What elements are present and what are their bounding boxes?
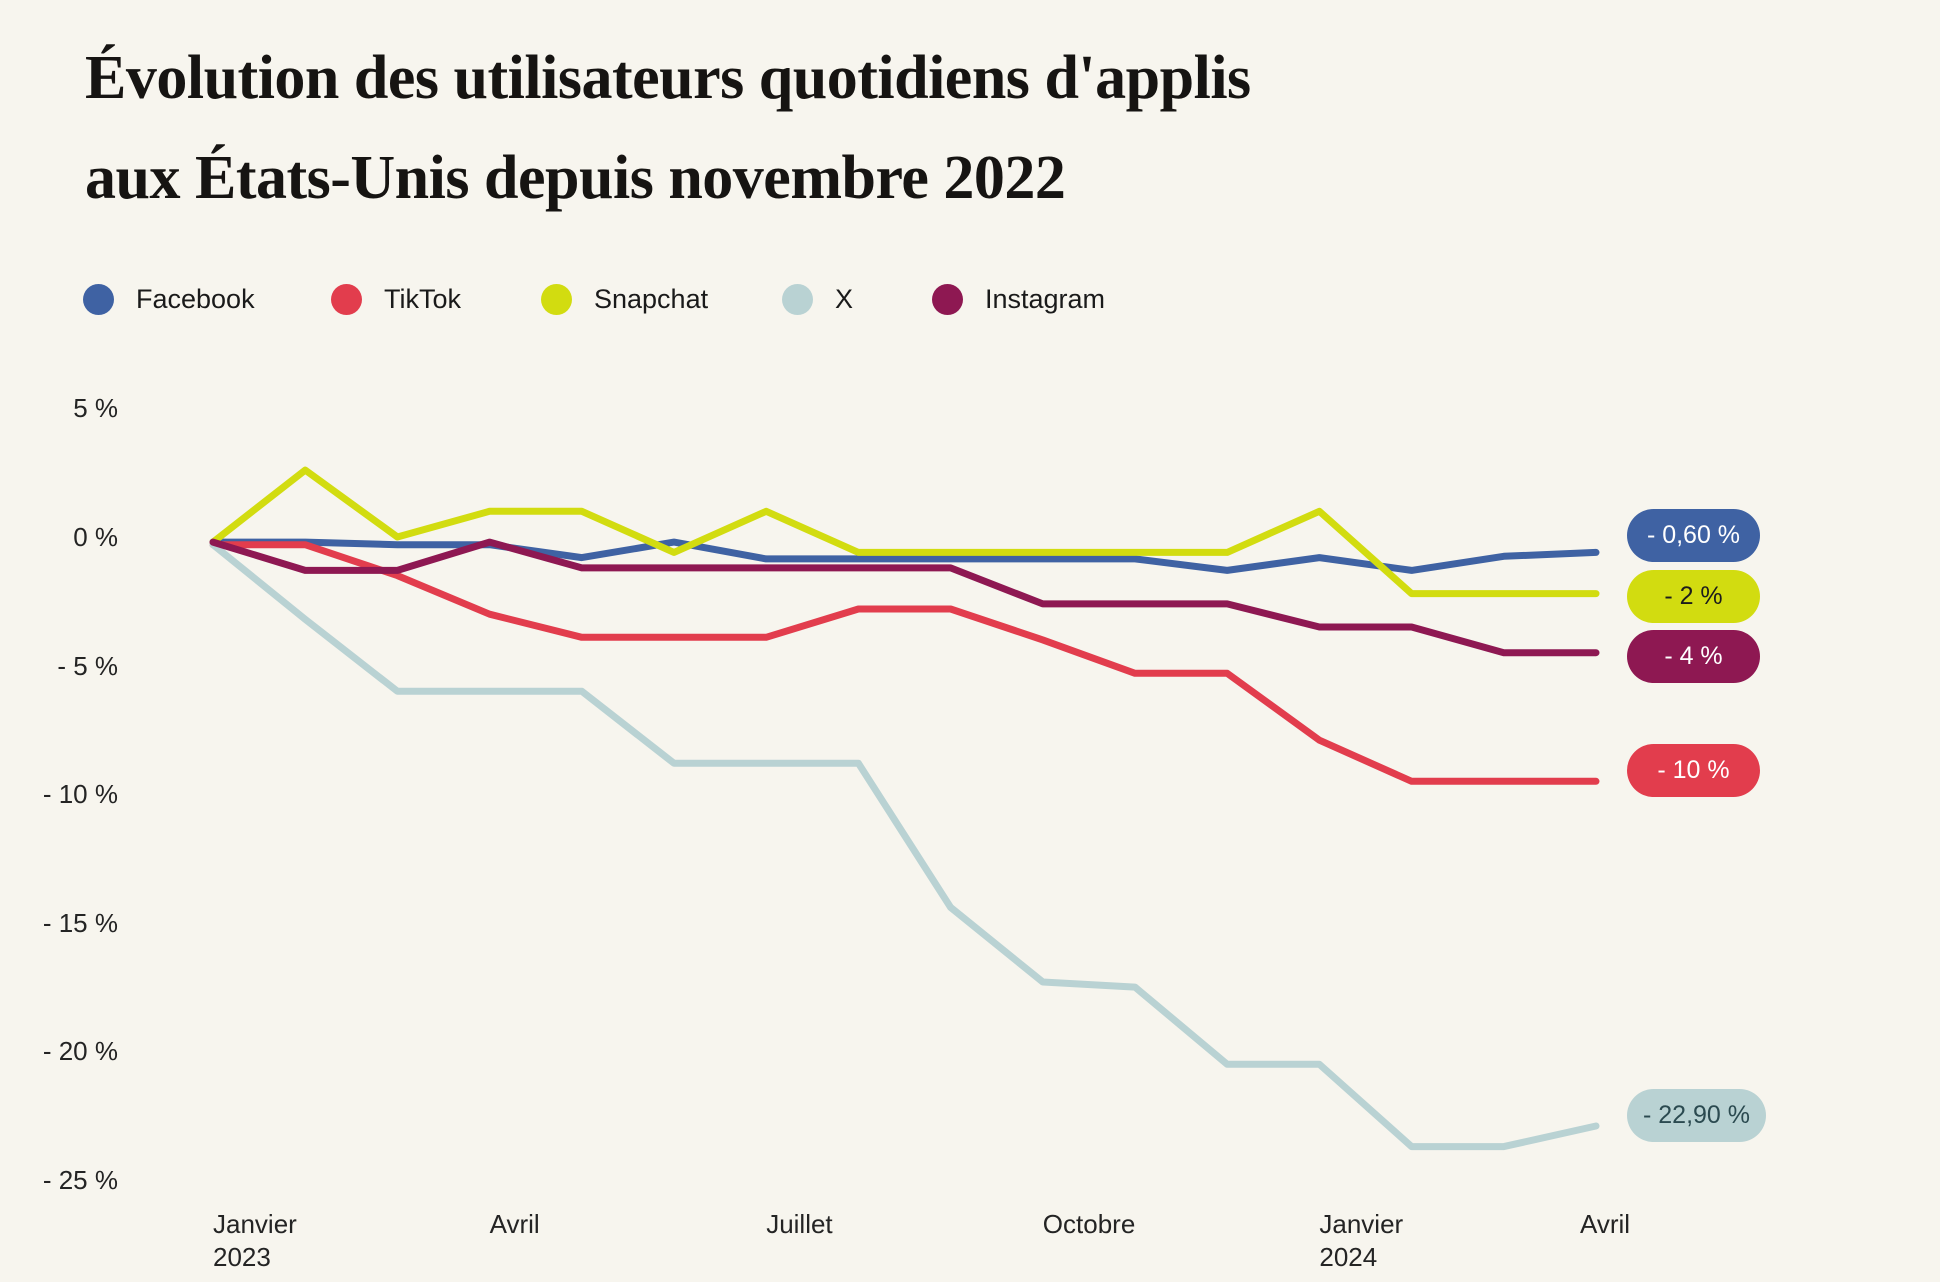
legend-dot-instagram xyxy=(932,283,963,315)
y-tick-label: - 10 % xyxy=(42,779,118,810)
end-value-badge-snapchat: - 2 % xyxy=(1627,569,1760,623)
y-tick-label: 0 % xyxy=(73,522,118,552)
series-line-facebook[interactable] xyxy=(209,538,1600,574)
legend-label: X xyxy=(835,283,854,314)
chart-title-line2: aux États-Unis depuis novembre 2022 xyxy=(85,144,1066,212)
y-axis-labels: 5 % 0 % - 5 % - 10 % - 15 % - 20 % - 25 % xyxy=(0,0,118,1282)
legend-item-instagram: Instagram xyxy=(932,283,1105,315)
end-value-badge-facebook: - 0,60 % xyxy=(1627,508,1760,562)
x-tick-label: Janvier 2024 xyxy=(1319,1209,1404,1272)
legend-label: TikTok xyxy=(384,283,462,314)
x-tick-label: Avril xyxy=(489,1209,540,1239)
legend-item-facebook: Facebook xyxy=(83,283,255,315)
y-tick-label: - 15 % xyxy=(42,907,118,938)
legend-item-tiktok: TikTok xyxy=(331,283,461,315)
series-line-x[interactable] xyxy=(209,541,1600,1151)
series-line-snapchat[interactable] xyxy=(209,466,1600,598)
legend-dot-x xyxy=(782,283,813,315)
legend-dot-tiktok xyxy=(331,283,362,315)
legend-label: Snapchat xyxy=(594,283,709,314)
legend-label: Facebook xyxy=(136,283,255,314)
end-value-badge-x: - 22,90 % xyxy=(1627,1088,1767,1142)
x-tick-label: Avril xyxy=(1580,1209,1631,1239)
y-tick-label: - 25 % xyxy=(42,1165,118,1195)
y-tick-label: 5 % xyxy=(73,393,118,424)
series-line-instagram[interactable] xyxy=(209,538,1600,657)
end-value-badge-tiktok: - 10 % xyxy=(1627,743,1760,797)
chart-title-line1: Évolution des utilisateurs quotidiens d'… xyxy=(85,44,1251,112)
x-tick-label: Janvier 2023 xyxy=(213,1209,297,1272)
series-line-tiktok[interactable] xyxy=(209,541,1600,785)
chart-title: Évolution des utilisateurs quotidiens d'… xyxy=(85,28,1251,228)
legend-dot-snapchat xyxy=(541,283,572,315)
y-tick-label: - 20 % xyxy=(42,1036,118,1067)
legend-label: Instagram xyxy=(985,283,1106,314)
legend-item-snapchat: Snapchat xyxy=(541,283,708,315)
x-tick-label: Juillet xyxy=(766,1209,833,1239)
end-value-badge-instagram: - 4 % xyxy=(1627,629,1760,683)
y-tick-label: - 5 % xyxy=(57,650,118,681)
x-tick-label: Octobre xyxy=(1042,1209,1136,1239)
legend-dot-facebook xyxy=(83,283,114,315)
legend-item-x: X xyxy=(782,283,853,315)
